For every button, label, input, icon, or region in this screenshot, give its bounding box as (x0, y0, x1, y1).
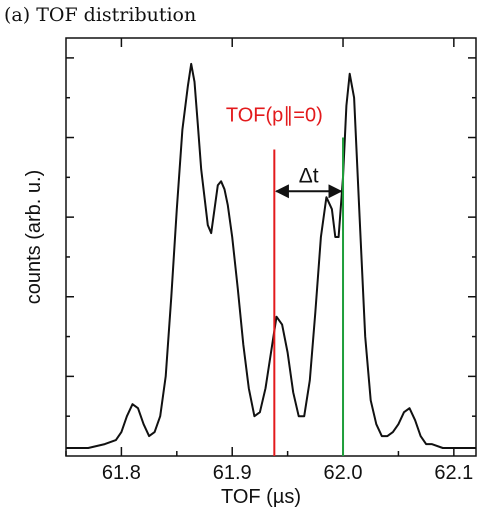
panel-caption: (a) TOF distribution (4, 4, 197, 26)
x-tick-label: 62.0 (324, 462, 363, 484)
delta-t-label: Δt (299, 164, 319, 187)
x-tick-label: 62.1 (434, 462, 473, 484)
x-tick-label: 61.8 (102, 462, 141, 484)
plot-frame (65, 37, 477, 457)
tick-group (65, 38, 476, 456)
x-tick-label: 61.9 (213, 462, 252, 484)
marker-label-zero-momentum: TOF(p∥=0) (226, 105, 323, 127)
y-axis-title: counts (arb. u.) (23, 170, 45, 305)
tick-label-group: 61.8 61.9 62.0 62.1 (102, 462, 473, 484)
series-line (66, 62, 476, 449)
x-axis-title: TOF (µs) (221, 486, 301, 508)
